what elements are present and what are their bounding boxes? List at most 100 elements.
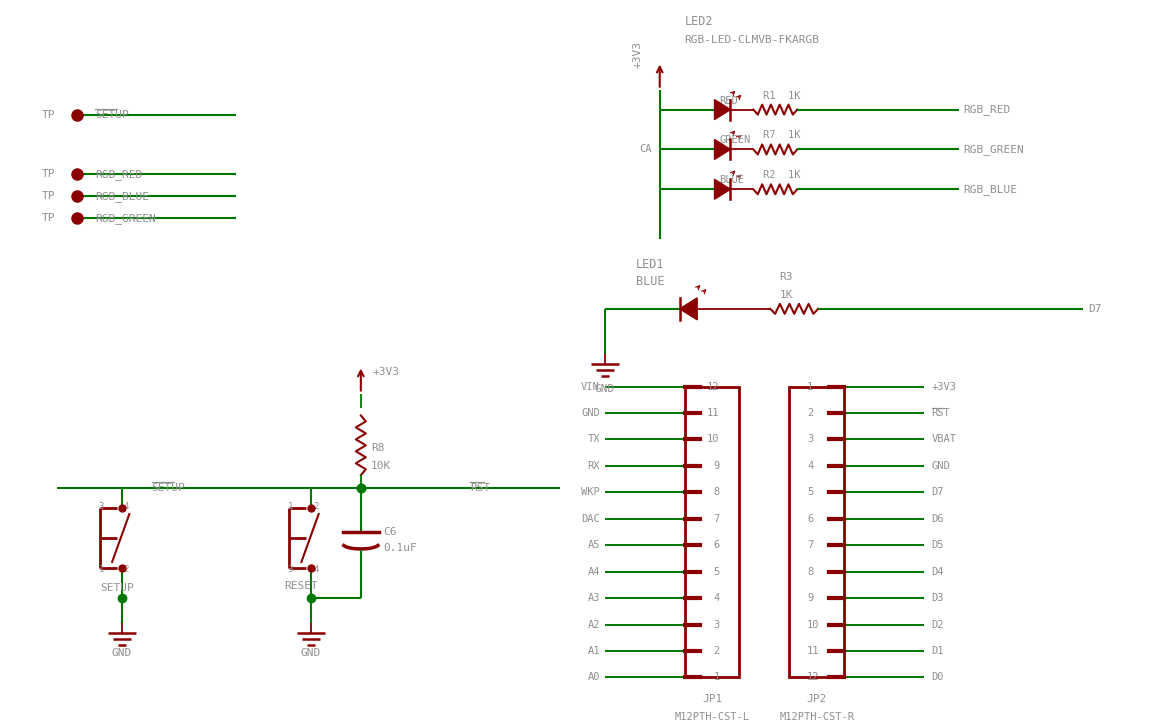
Text: A2: A2 bbox=[588, 620, 600, 630]
Text: SETUP: SETUP bbox=[151, 483, 185, 493]
Bar bbox=[789, 387, 844, 677]
Text: R1  1K: R1 1K bbox=[763, 90, 801, 100]
Text: 10: 10 bbox=[707, 435, 719, 445]
Text: 1: 1 bbox=[807, 382, 814, 392]
Text: 11: 11 bbox=[707, 408, 719, 418]
Text: 2: 2 bbox=[713, 646, 719, 656]
Text: RX: RX bbox=[588, 461, 600, 471]
Text: 8: 8 bbox=[713, 487, 719, 497]
Text: RED: RED bbox=[719, 95, 738, 106]
Text: D0: D0 bbox=[932, 672, 944, 683]
Text: D6: D6 bbox=[932, 514, 944, 523]
Text: A3: A3 bbox=[588, 593, 600, 603]
Text: SETUP: SETUP bbox=[100, 583, 133, 593]
Text: BLUE: BLUE bbox=[636, 275, 664, 288]
Text: A5: A5 bbox=[588, 540, 600, 550]
Text: RGB_BLUE: RGB_BLUE bbox=[95, 191, 149, 202]
Text: 12: 12 bbox=[707, 382, 719, 392]
Text: 2: 2 bbox=[124, 565, 129, 574]
Text: M12PTH-CST-L: M12PTH-CST-L bbox=[674, 712, 749, 722]
Text: R3: R3 bbox=[779, 272, 793, 282]
Text: 2: 2 bbox=[807, 408, 814, 418]
Text: D7: D7 bbox=[932, 487, 944, 497]
Text: 2: 2 bbox=[313, 502, 319, 510]
Text: 1: 1 bbox=[288, 502, 293, 510]
Text: D4: D4 bbox=[932, 567, 944, 577]
Polygon shape bbox=[714, 140, 731, 159]
Text: 9: 9 bbox=[713, 461, 719, 471]
Text: 12: 12 bbox=[807, 672, 820, 683]
Text: TP: TP bbox=[41, 110, 55, 119]
Text: 4: 4 bbox=[713, 593, 719, 603]
Text: 1K: 1K bbox=[779, 290, 793, 300]
Bar bbox=[685, 387, 739, 677]
Text: JP1: JP1 bbox=[701, 694, 723, 704]
Text: RGB_GREEN: RGB_GREEN bbox=[95, 213, 156, 223]
Text: C6: C6 bbox=[383, 527, 396, 537]
Polygon shape bbox=[679, 298, 697, 320]
Text: 8: 8 bbox=[807, 567, 814, 577]
Text: JP2: JP2 bbox=[807, 694, 827, 704]
Text: 5: 5 bbox=[713, 567, 719, 577]
Text: RGB_RED: RGB_RED bbox=[964, 104, 1011, 115]
Text: RGB-LED-CLMVB-FKARGB: RGB-LED-CLMVB-FKARGB bbox=[685, 35, 820, 45]
Text: 4: 4 bbox=[313, 565, 319, 574]
Text: 1: 1 bbox=[98, 565, 104, 574]
Text: 6: 6 bbox=[713, 540, 719, 550]
Text: 6: 6 bbox=[807, 514, 814, 523]
Text: +3V3: +3V3 bbox=[632, 41, 643, 68]
Text: GND: GND bbox=[111, 648, 132, 657]
Text: 9: 9 bbox=[807, 593, 814, 603]
Text: RGB_RED: RGB_RED bbox=[95, 169, 142, 180]
Text: 0.1uF: 0.1uF bbox=[383, 543, 417, 553]
Text: TP: TP bbox=[41, 192, 55, 201]
Text: M12PTH-CST-R: M12PTH-CST-R bbox=[779, 712, 854, 722]
Text: D2: D2 bbox=[932, 620, 944, 630]
Text: 4: 4 bbox=[124, 502, 129, 510]
Polygon shape bbox=[714, 179, 731, 200]
Text: 3: 3 bbox=[98, 502, 104, 510]
Text: GND: GND bbox=[301, 648, 321, 657]
Text: RST: RST bbox=[932, 408, 951, 418]
Text: A1: A1 bbox=[588, 646, 600, 656]
Text: R8: R8 bbox=[371, 443, 384, 453]
Text: VBAT: VBAT bbox=[932, 435, 957, 445]
Text: 5: 5 bbox=[807, 487, 814, 497]
Text: A0: A0 bbox=[588, 672, 600, 683]
Text: 3: 3 bbox=[288, 565, 293, 574]
Text: 10K: 10K bbox=[371, 461, 391, 471]
Text: RESET: RESET bbox=[285, 581, 319, 591]
Polygon shape bbox=[714, 100, 731, 119]
Text: 4: 4 bbox=[807, 461, 814, 471]
Text: D5: D5 bbox=[932, 540, 944, 550]
Text: 3: 3 bbox=[713, 620, 719, 630]
Text: RGB_GREEN: RGB_GREEN bbox=[964, 144, 1025, 155]
Text: TP: TP bbox=[41, 213, 55, 223]
Text: RGB_BLUE: RGB_BLUE bbox=[964, 184, 1018, 194]
Text: RST: RST bbox=[471, 483, 491, 493]
Text: TX: TX bbox=[588, 435, 600, 445]
Text: LED1: LED1 bbox=[636, 257, 664, 270]
Text: A4: A4 bbox=[588, 567, 600, 577]
Text: 11: 11 bbox=[807, 646, 820, 656]
Text: R7  1K: R7 1K bbox=[763, 130, 801, 140]
Text: GND: GND bbox=[932, 461, 951, 471]
Text: GND: GND bbox=[581, 408, 600, 418]
Text: +3V3: +3V3 bbox=[372, 367, 399, 377]
Text: D3: D3 bbox=[932, 593, 944, 603]
Text: SETUP: SETUP bbox=[95, 110, 129, 119]
Text: VIN: VIN bbox=[581, 382, 600, 392]
Text: 1: 1 bbox=[713, 672, 719, 683]
Text: CA: CA bbox=[639, 145, 652, 155]
Text: 7: 7 bbox=[713, 514, 719, 523]
Text: +3V3: +3V3 bbox=[932, 382, 957, 392]
Text: WKP: WKP bbox=[581, 487, 600, 497]
Text: GREEN: GREEN bbox=[719, 135, 751, 145]
Text: R2  1K: R2 1K bbox=[763, 171, 801, 180]
Text: DAC: DAC bbox=[581, 514, 600, 523]
Text: TP: TP bbox=[41, 169, 55, 179]
Text: 7: 7 bbox=[807, 540, 814, 550]
Text: D1: D1 bbox=[932, 646, 944, 656]
Text: LED2: LED2 bbox=[685, 15, 713, 28]
Text: GND: GND bbox=[595, 383, 615, 393]
